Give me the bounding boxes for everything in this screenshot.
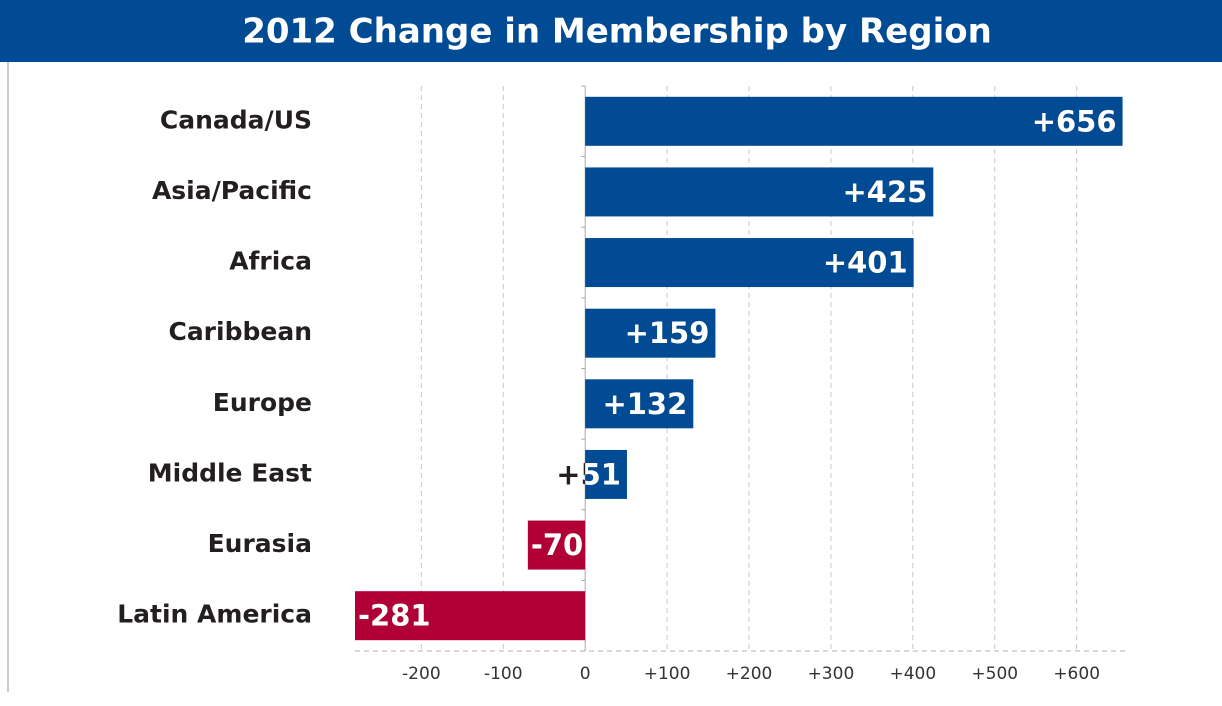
- bar: [585, 449, 627, 499]
- bar: [585, 96, 1123, 146]
- value-label: +401: [823, 246, 908, 280]
- value-label: +401: [823, 246, 908, 280]
- x-tick-label: +500: [971, 664, 1018, 684]
- bar: [527, 520, 586, 570]
- value-label: -70: [531, 528, 583, 562]
- bar: [355, 591, 586, 641]
- x-tick-label: +300: [808, 664, 855, 684]
- category-label: Africa: [229, 247, 312, 276]
- chart-title: 2012 Change in Membership by Region: [242, 12, 992, 52]
- value-label: +132: [602, 387, 687, 421]
- bar: [585, 167, 934, 217]
- value-label: +159: [625, 316, 710, 350]
- value-label: +159: [625, 316, 710, 350]
- x-tick-label: -100: [484, 664, 523, 684]
- category-label: Latin America: [117, 600, 312, 629]
- bar: [585, 379, 694, 429]
- x-tick-label: -200: [402, 664, 441, 684]
- category-label: Caribbean: [168, 317, 312, 346]
- value-label: -281: [358, 599, 431, 633]
- category-label: Asia/Pacific: [152, 176, 312, 205]
- category-label: Eurasia: [208, 529, 312, 558]
- value-label: +656: [1032, 104, 1117, 138]
- value-label: +425: [842, 175, 927, 209]
- value-label: -281: [358, 599, 431, 633]
- category-label: Canada/US: [160, 105, 312, 134]
- x-tick-label: +600: [1053, 664, 1100, 684]
- value-label: +425: [842, 175, 927, 209]
- bar: [585, 308, 716, 358]
- value-label: +132: [602, 387, 687, 421]
- title-bar: [0, 0, 1222, 62]
- bar: [585, 238, 914, 288]
- value-label: +51: [556, 457, 621, 491]
- value-label: -70: [531, 528, 583, 562]
- value-label: +51: [556, 457, 621, 491]
- category-label: Middle East: [148, 458, 312, 487]
- value-label: +656: [1032, 104, 1117, 138]
- x-tick-label: +100: [644, 664, 691, 684]
- x-tick-label: 0: [580, 664, 591, 684]
- category-label: Europe: [213, 388, 312, 417]
- x-tick-label: +400: [889, 664, 936, 684]
- x-tick-label: +200: [726, 664, 773, 684]
